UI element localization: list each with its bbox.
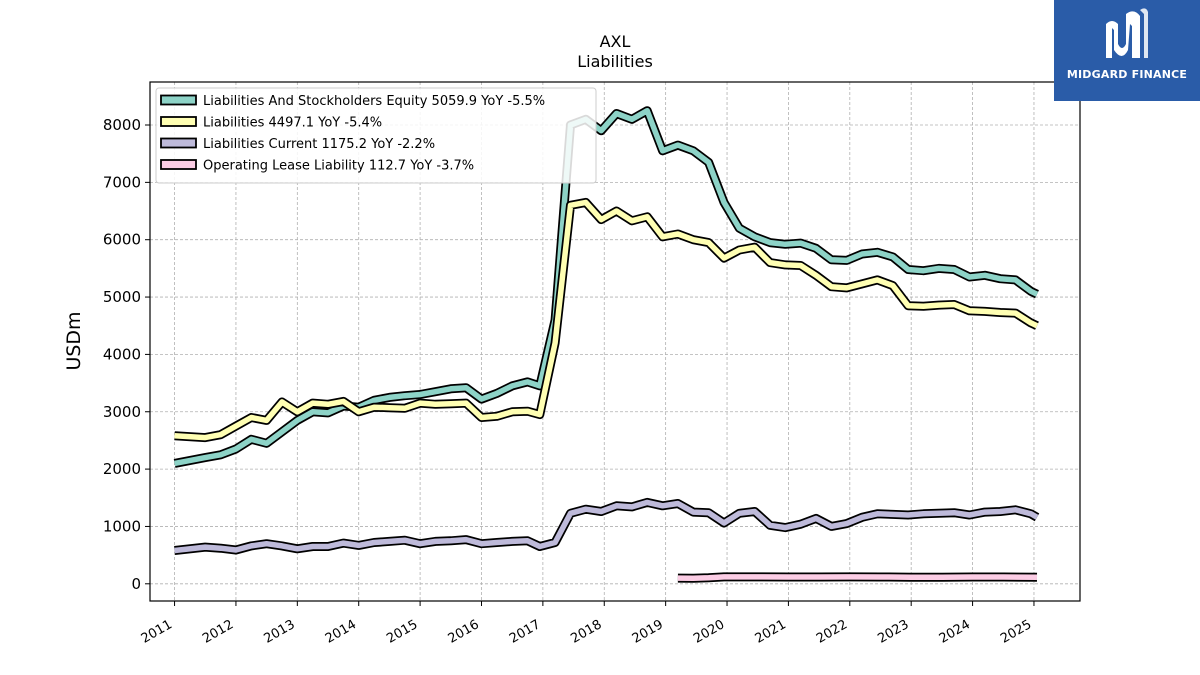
series-line: [174, 199, 1039, 441]
midgard-finance-logo: MIDGARD FINANCE: [1054, 0, 1200, 101]
legend-label: Liabilities 4497.1 YoY -5.4%: [203, 116, 382, 131]
y-tick-label: 0: [131, 575, 141, 593]
x-tick-label: 2015: [384, 617, 420, 647]
series-line: [677, 574, 1038, 582]
y-tick-label: 3000: [103, 403, 141, 421]
legend-label: Operating Lease Liability 112.7 YoY -3.7…: [203, 159, 474, 174]
x-tick-label: 2012: [200, 617, 236, 647]
x-tick-label: 2024: [937, 617, 973, 647]
x-tick-label: 2018: [568, 617, 604, 647]
x-tick-label: 2020: [691, 617, 727, 647]
x-tick-label: 2019: [630, 617, 666, 647]
x-tick-label: 2016: [446, 617, 482, 647]
legend: Liabilities And Stockholders Equity 5059…: [155, 87, 597, 184]
plot-frame: [149, 81, 1081, 602]
legend-label: Liabilities Current 1175.2 YoY -2.2%: [203, 137, 435, 152]
y-axis-label: USDm: [63, 311, 85, 370]
legend-swatch: [160, 137, 197, 149]
series-layer: [173, 106, 1040, 583]
x-tick-label: 2022: [814, 617, 850, 647]
midgard-logo-icon: [1106, 8, 1148, 58]
chart-subtitle: Liabilities: [577, 52, 653, 71]
series-line: [174, 107, 1039, 467]
series-outline: [174, 197, 1039, 443]
x-tick-label: 2014: [323, 617, 359, 647]
x-tick-label: 2025: [998, 617, 1034, 647]
y-tick-label: 5000: [103, 288, 141, 306]
legend-swatch: [160, 116, 197, 127]
x-tick-label: 2021: [753, 617, 789, 647]
series-line: [174, 499, 1039, 554]
legend-swatch: [160, 159, 197, 170]
y-tick-label: 6000: [103, 231, 141, 249]
x-tick-label: 2017: [507, 617, 543, 647]
legend-label: Liabilities And Stockholders Equity 5059…: [203, 94, 545, 109]
x-tick-label: 2023: [875, 617, 911, 647]
y-tick-label: 2000: [103, 460, 141, 478]
legend-swatch: [160, 94, 197, 106]
y-tick-label: 4000: [103, 345, 141, 363]
logo-text: MIDGARD FINANCE: [1066, 68, 1188, 81]
x-tick-label: 2011: [139, 617, 175, 647]
y-tick-label: 7000: [103, 173, 141, 191]
y-tick-label: 1000: [103, 517, 141, 535]
chart-title: AXL: [600, 32, 631, 51]
legend-box: [155, 87, 597, 184]
x-tick-label: 2013: [261, 617, 297, 647]
y-tick-label: 8000: [103, 116, 141, 134]
